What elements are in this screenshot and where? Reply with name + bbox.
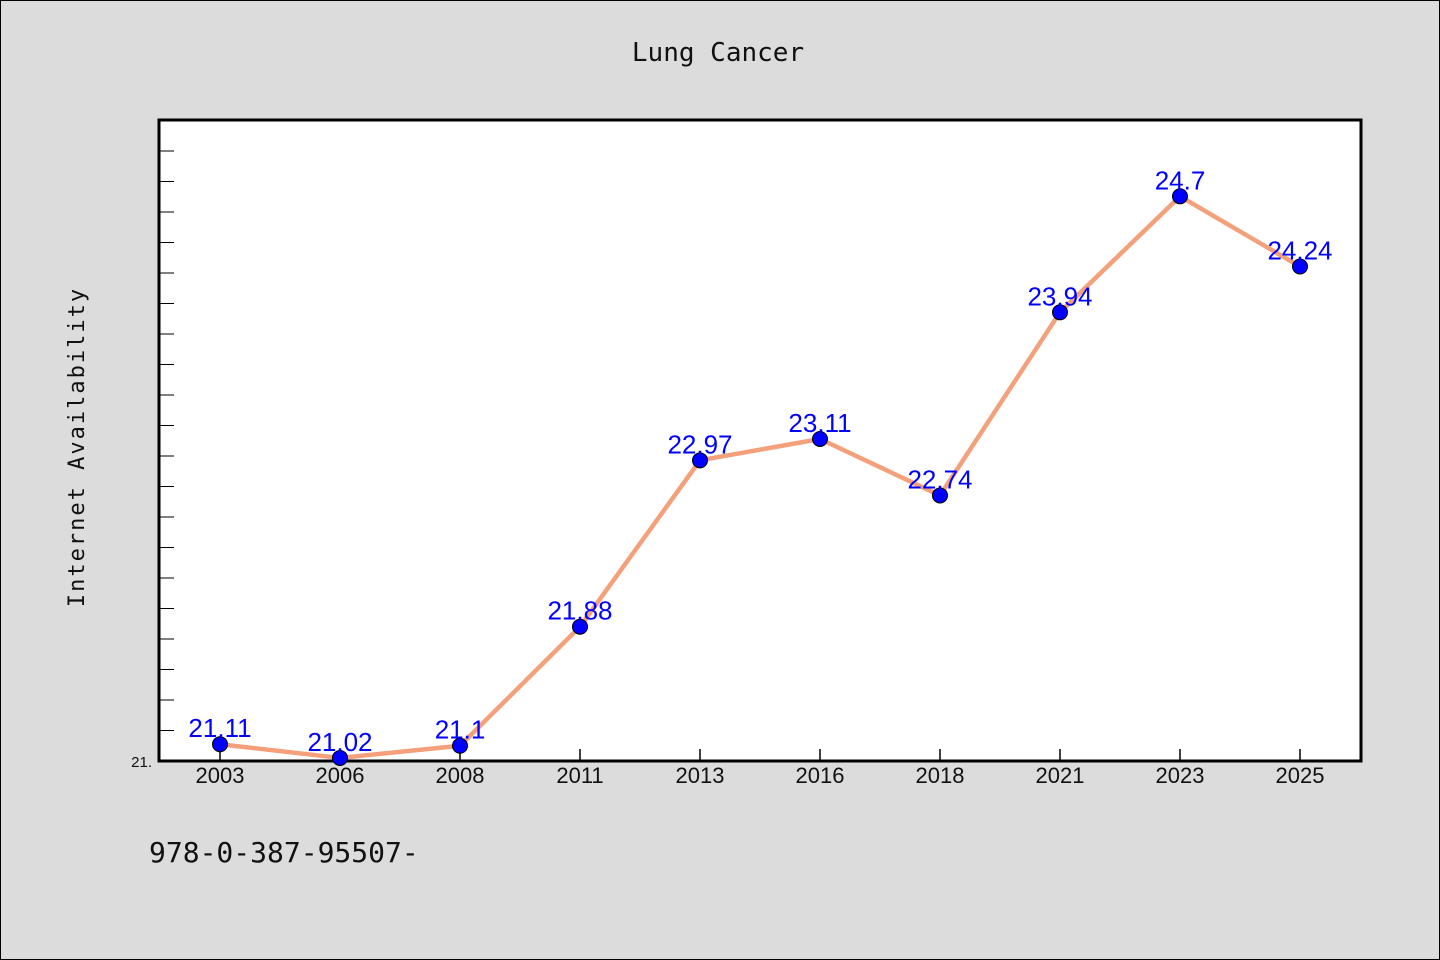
data-point <box>332 749 348 766</box>
series-line-group: 21.11 21.02 21.1 21.88 22.97 23.11 22.74 23.94 2… <box>188 165 1333 766</box>
data-point <box>452 737 468 754</box>
x-tick-label: 2006 <box>316 763 365 788</box>
data-label: 21.1 <box>435 715 486 745</box>
y-tick-label: 21. <box>131 754 152 771</box>
data-label: 24.24 <box>1267 236 1332 266</box>
x-tick-label: 2023 <box>1156 763 1205 788</box>
x-tick-label: 2016 <box>796 763 845 788</box>
data-label: 24.7 <box>1155 165 1206 195</box>
x-axis: 2003 2006 2008 2011 2013 2016 2018 2021 2023 2025 <box>196 749 1325 788</box>
plot-area <box>157 118 1363 763</box>
data-label: 23.11 <box>788 408 851 438</box>
series-line <box>219 194 1302 761</box>
data-point <box>1052 304 1068 321</box>
x-tick-label: 2025 <box>1276 763 1325 788</box>
chart-title: Lung Cancer <box>632 38 804 68</box>
data-label: 21.02 <box>307 727 372 757</box>
data-point <box>212 736 228 753</box>
x-tick-label: 2008 <box>436 763 485 788</box>
data-point <box>572 618 588 635</box>
y-axis-ticks <box>159 150 174 731</box>
x-tick-label: 2003 <box>196 763 245 788</box>
data-label: 21.11 <box>188 713 251 743</box>
data-label: 21.88 <box>547 596 612 626</box>
x-tick-label: 2018 <box>916 763 965 788</box>
data-point <box>1172 188 1188 205</box>
data-point <box>692 452 708 469</box>
data-label: 22.97 <box>667 429 732 459</box>
y-axis-label: Internet Availability <box>65 287 90 607</box>
data-label: 22.74 <box>907 464 972 494</box>
data-point <box>932 487 948 504</box>
x-tick-label: 2011 <box>556 763 603 788</box>
data-point <box>812 430 828 447</box>
data-point <box>1292 258 1308 275</box>
footer-text: 978-0-387-95507- <box>149 836 419 869</box>
x-tick-label: 2021 <box>1036 763 1085 788</box>
data-label: 23.94 <box>1027 281 1092 311</box>
x-tick-label: 2013 <box>676 763 725 788</box>
